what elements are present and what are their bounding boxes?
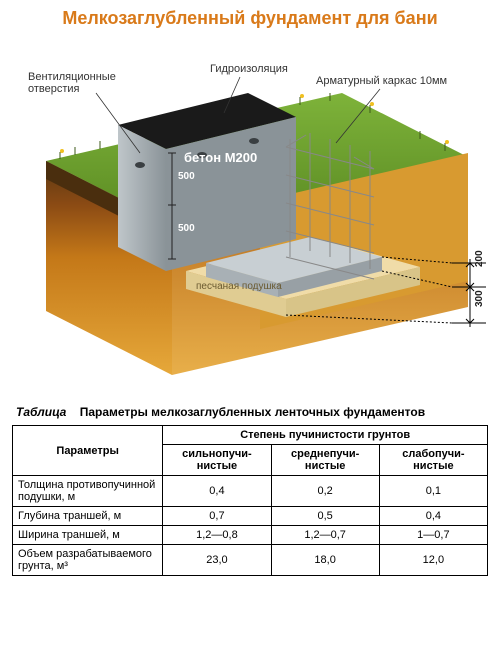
th-col-2: слабопучи-нистые (379, 445, 487, 476)
table-caption: Таблица Параметры мелкозаглубленных лент… (0, 395, 500, 425)
cell-val: 23,0 (163, 545, 271, 576)
label-sand-cushion: песчаная подушка (196, 281, 282, 292)
table-row: Объем разрабатываемого грунта, м³ 23,0 1… (13, 545, 488, 576)
cell-param: Объем разрабатываемого грунта, м³ (13, 545, 163, 576)
table-caption-title: Параметры мелкозаглубленных ленточных фу… (80, 405, 425, 419)
th-group: Степень пучинистости грунтов (163, 426, 488, 445)
label-rebar-frame: Арматурный каркас 10мм (316, 75, 447, 87)
table-row: Ширина траншей, м 1,2—0,8 1,2—0,7 1—0,7 (13, 526, 488, 545)
cell-val: 18,0 (271, 545, 379, 576)
dim-depth-lower: 300 (474, 290, 485, 307)
cell-param: Толщина противопучинной подушки, м (13, 476, 163, 507)
page-title: Мелкозаглубленный фундамент для бани (0, 0, 500, 35)
cell-val: 0,4 (379, 507, 487, 526)
dim-wall-lower: 500 (178, 223, 195, 234)
th-col-0: сильнопучи-нистые (163, 445, 271, 476)
foundation-diagram: Вентиляционныеотверстия Гидроизоляция Ар… (0, 35, 500, 395)
cell-val: 1—0,7 (379, 526, 487, 545)
label-concrete: бетон М200 (184, 151, 257, 165)
cell-val: 12,0 (379, 545, 487, 576)
th-param: Параметры (13, 426, 163, 476)
cell-val: 0,2 (271, 476, 379, 507)
cell-param: Глубина траншей, м (13, 507, 163, 526)
cell-val: 1,2—0,8 (163, 526, 271, 545)
cell-val: 0,4 (163, 476, 271, 507)
label-waterproofing: Гидроизоляция (210, 63, 288, 75)
table-row: Глубина траншей, м 0,7 0,5 0,4 (13, 507, 488, 526)
label-vent-holes: Вентиляционныеотверстия (28, 71, 116, 95)
parameters-table: Параметры Степень пучинистости грунтов с… (12, 425, 488, 576)
cell-val: 0,7 (163, 507, 271, 526)
cell-val: 0,1 (379, 476, 487, 507)
table-caption-word: Таблица (16, 405, 66, 419)
cell-param: Ширина траншей, м (13, 526, 163, 545)
dim-depth-upper: 200 (474, 250, 485, 267)
cell-val: 1,2—0,7 (271, 526, 379, 545)
th-col-1: среднепучи-нистые (271, 445, 379, 476)
table-row: Толщина противопучинной подушки, м 0,4 0… (13, 476, 488, 507)
cell-val: 0,5 (271, 507, 379, 526)
dim-wall-upper: 500 (178, 171, 195, 182)
